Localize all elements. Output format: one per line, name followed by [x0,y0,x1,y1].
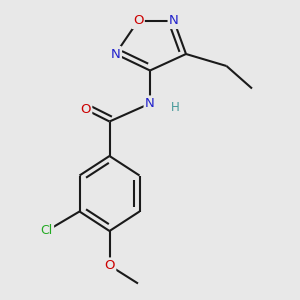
Text: O: O [133,14,143,28]
Text: H: H [171,100,180,114]
Text: Cl: Cl [40,224,52,238]
Text: O: O [80,103,91,116]
Text: N: N [111,47,120,61]
Text: O: O [104,259,115,272]
Text: N: N [169,14,179,28]
Text: N: N [145,97,155,110]
